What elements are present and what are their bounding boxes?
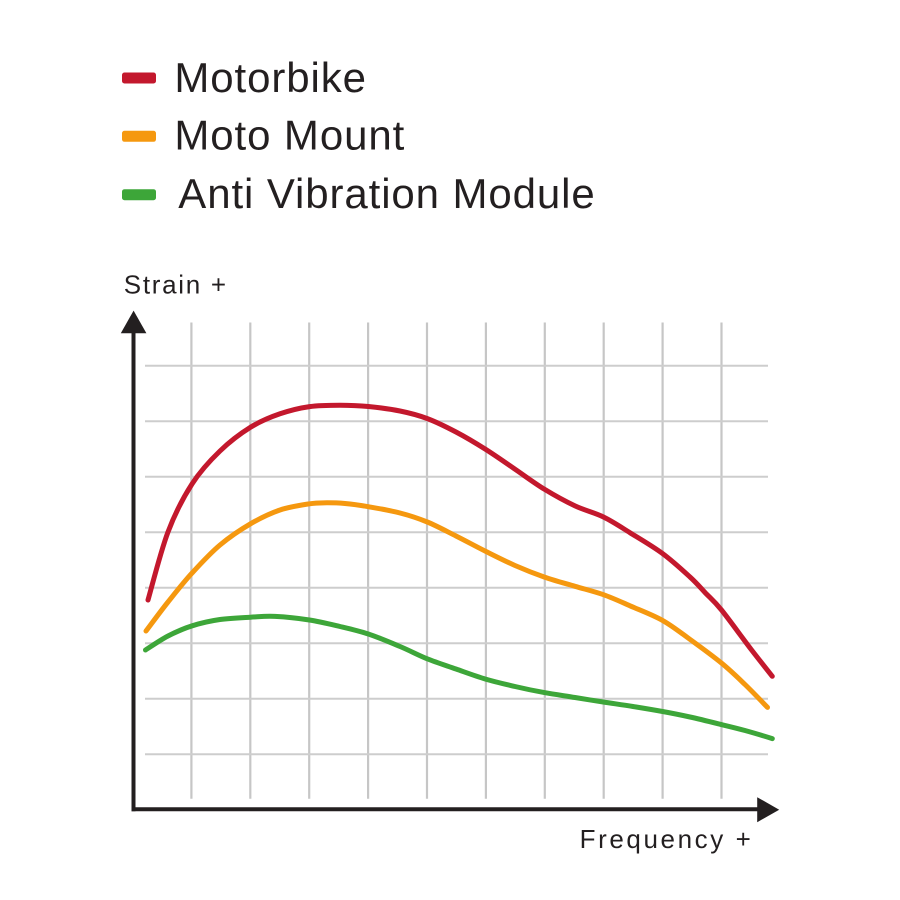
svg-text:Motorbike: Motorbike bbox=[174, 54, 367, 101]
svg-text:Anti Vibration Module: Anti Vibration Module bbox=[178, 170, 595, 217]
svg-text:Moto Mount: Moto Mount bbox=[174, 111, 405, 158]
svg-text:Frequency +: Frequency + bbox=[580, 824, 754, 854]
svg-text:Strain +: Strain + bbox=[124, 269, 228, 299]
